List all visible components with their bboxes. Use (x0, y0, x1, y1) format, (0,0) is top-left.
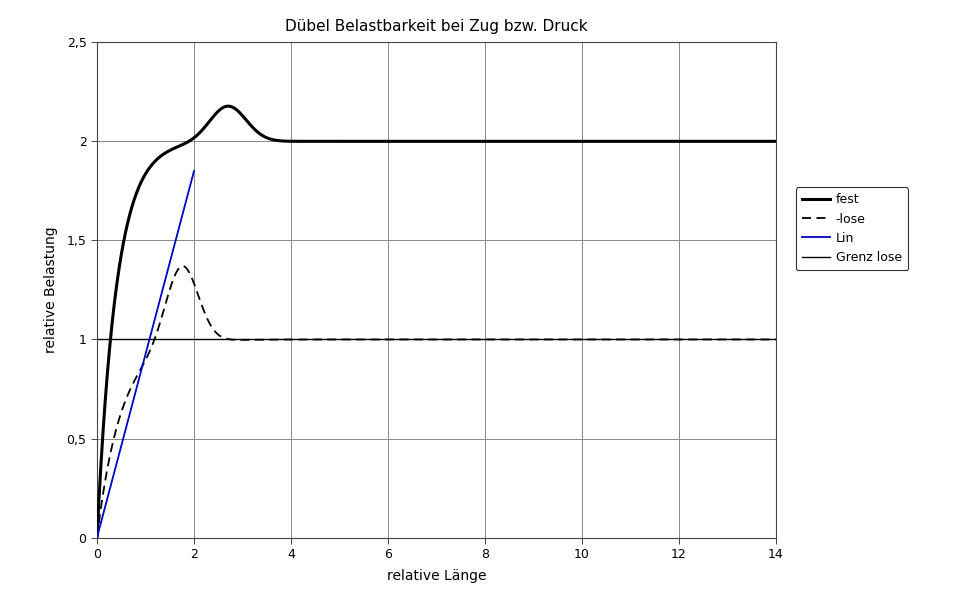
Y-axis label: relative Belastung: relative Belastung (45, 226, 58, 353)
fest (417, 138, 428, 145)
fest (361, 138, 373, 145)
fest (227, 103, 238, 111)
-lose (316, 336, 328, 343)
Lin (95, 519, 107, 527)
Lin (188, 167, 200, 175)
fest (91, 534, 103, 541)
Title: Dübel Belastbarkeit bei Zug bzw. Druck: Dübel Belastbarkeit bei Zug bzw. Druck (285, 19, 587, 34)
-lose (361, 336, 373, 343)
-lose (503, 336, 515, 343)
Lin (91, 534, 103, 541)
fest (316, 138, 328, 145)
Lin (117, 436, 129, 443)
-lose (769, 336, 781, 343)
Line: -lose: -lose (97, 266, 775, 538)
Lin (183, 186, 195, 193)
Lin (97, 512, 109, 519)
fest (769, 138, 781, 145)
fest (738, 138, 750, 145)
-lose (176, 263, 188, 270)
Lin (179, 199, 191, 206)
-lose (227, 336, 238, 343)
fest (222, 103, 234, 110)
Lin (109, 466, 121, 473)
Legend: fest, -lose, Lin, Grenz lose: fest, -lose, Lin, Grenz lose (795, 187, 907, 271)
Line: Lin: Lin (97, 171, 194, 538)
-lose (417, 336, 428, 343)
-lose (91, 534, 103, 541)
Line: fest: fest (97, 106, 775, 538)
-lose (738, 336, 750, 343)
fest (503, 138, 515, 145)
X-axis label: relative Länge: relative Länge (387, 570, 485, 583)
